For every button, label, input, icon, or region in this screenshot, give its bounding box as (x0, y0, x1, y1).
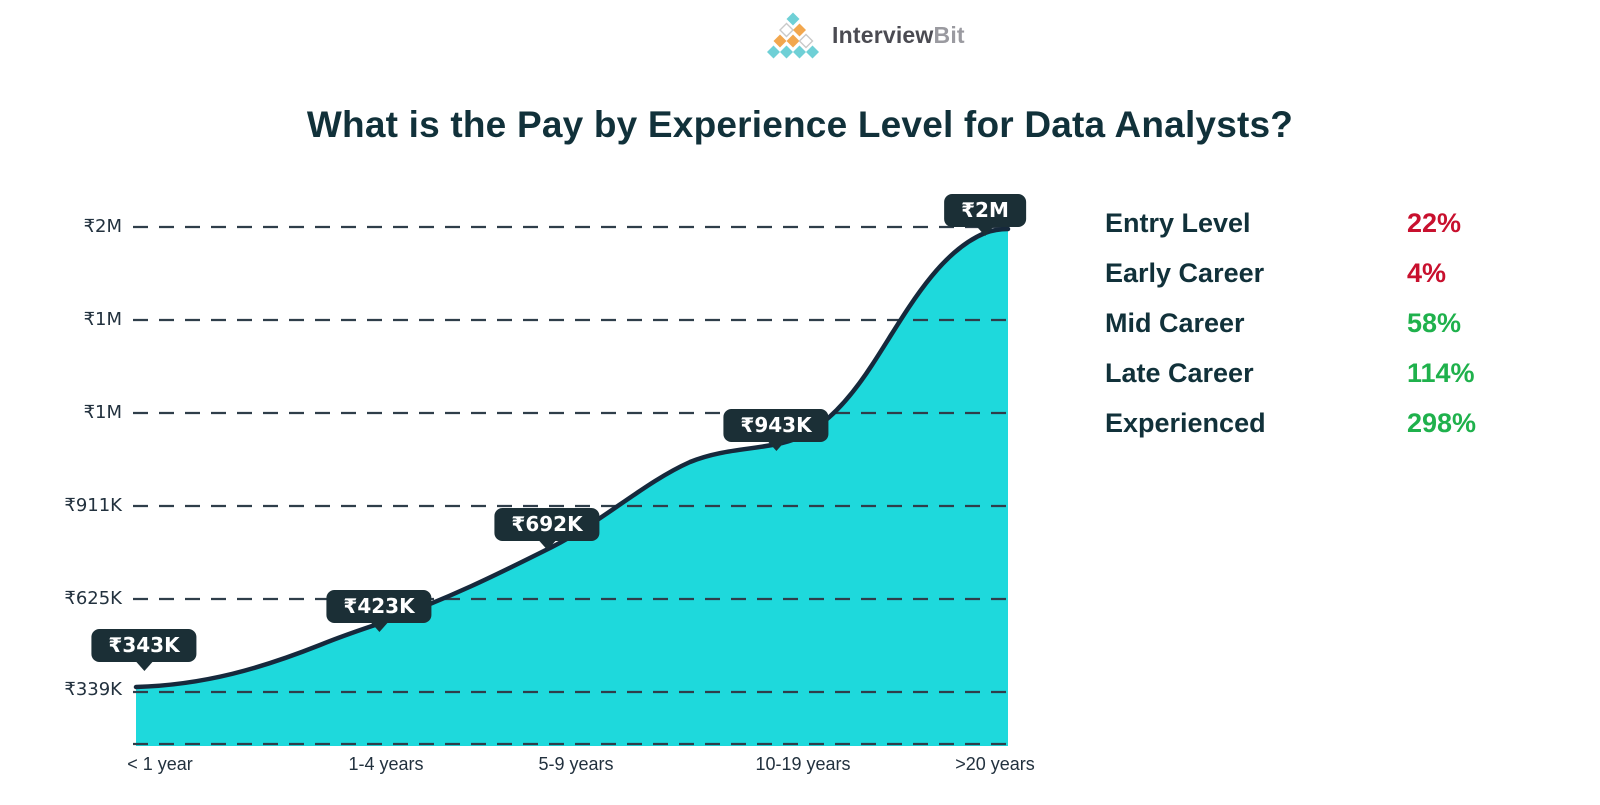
trend-line (133, 226, 1011, 690)
y-tick-911k: ₹911K (64, 495, 122, 516)
tooltip-343k: ₹343K (91, 629, 197, 671)
legend-label: Mid Career (1105, 308, 1245, 338)
growth-legend: Entry Level 22% Early Career 4% Mid Care… (1105, 198, 1505, 448)
y-tick-1m-a: ₹1M (83, 309, 122, 330)
interviewbit-pyramid-icon (767, 12, 819, 59)
legend-value: 298% (1407, 408, 1477, 438)
legend-item-experienced: Experienced 298% (1105, 398, 1505, 448)
legend-value: 114% (1407, 358, 1475, 388)
legend-value: 58% (1407, 308, 1462, 338)
legend-item-early-career: Early Career 4% (1105, 248, 1505, 298)
tooltip-943k: ₹943K (723, 409, 829, 451)
logo-text-bit: Bit (933, 22, 965, 48)
logo-text-interview: Interview (832, 22, 934, 48)
y-tick-2m: ₹2M (83, 216, 122, 237)
area-fill (136, 229, 1008, 746)
x-tick-10-19-years: 10-19 years (755, 754, 851, 774)
y-tick-625k: ₹625K (64, 588, 122, 609)
y-tick-1m-b: ₹1M (83, 402, 122, 423)
interviewbit-wordmark: InterviewBit (832, 22, 965, 49)
gridlines (133, 225, 1010, 746)
legend-value: 4% (1407, 258, 1447, 288)
legend-label: Early Career (1105, 258, 1265, 288)
x-tick-gt-20-years: >20 years (955, 754, 1035, 774)
tooltip-2m: ₹2M (944, 194, 1026, 236)
legend-label: Entry Level (1105, 208, 1251, 238)
tooltip-423k: ₹423K (326, 590, 432, 632)
x-tick-lt-1-year: < 1 year (127, 754, 193, 774)
interviewbit-logo: InterviewBit (763, 12, 965, 59)
legend-label: Late Career (1105, 358, 1254, 388)
chart-title: What is the Pay by Experience Level for … (306, 104, 1294, 145)
x-tick-5-9-years: 5-9 years (538, 754, 614, 774)
legend-label: Experienced (1105, 408, 1266, 438)
tooltip-692k: ₹692K (494, 508, 600, 550)
legend-value: 22% (1407, 208, 1462, 238)
x-tick-1-4-years: 1-4 years (348, 754, 424, 774)
legend-item-mid-career: Mid Career 58% (1105, 298, 1505, 348)
legend-item-late-career: Late Career 114% (1105, 348, 1505, 398)
legend-item-entry-level: Entry Level 22% (1105, 198, 1505, 248)
y-tick-339k: ₹339K (64, 679, 122, 700)
